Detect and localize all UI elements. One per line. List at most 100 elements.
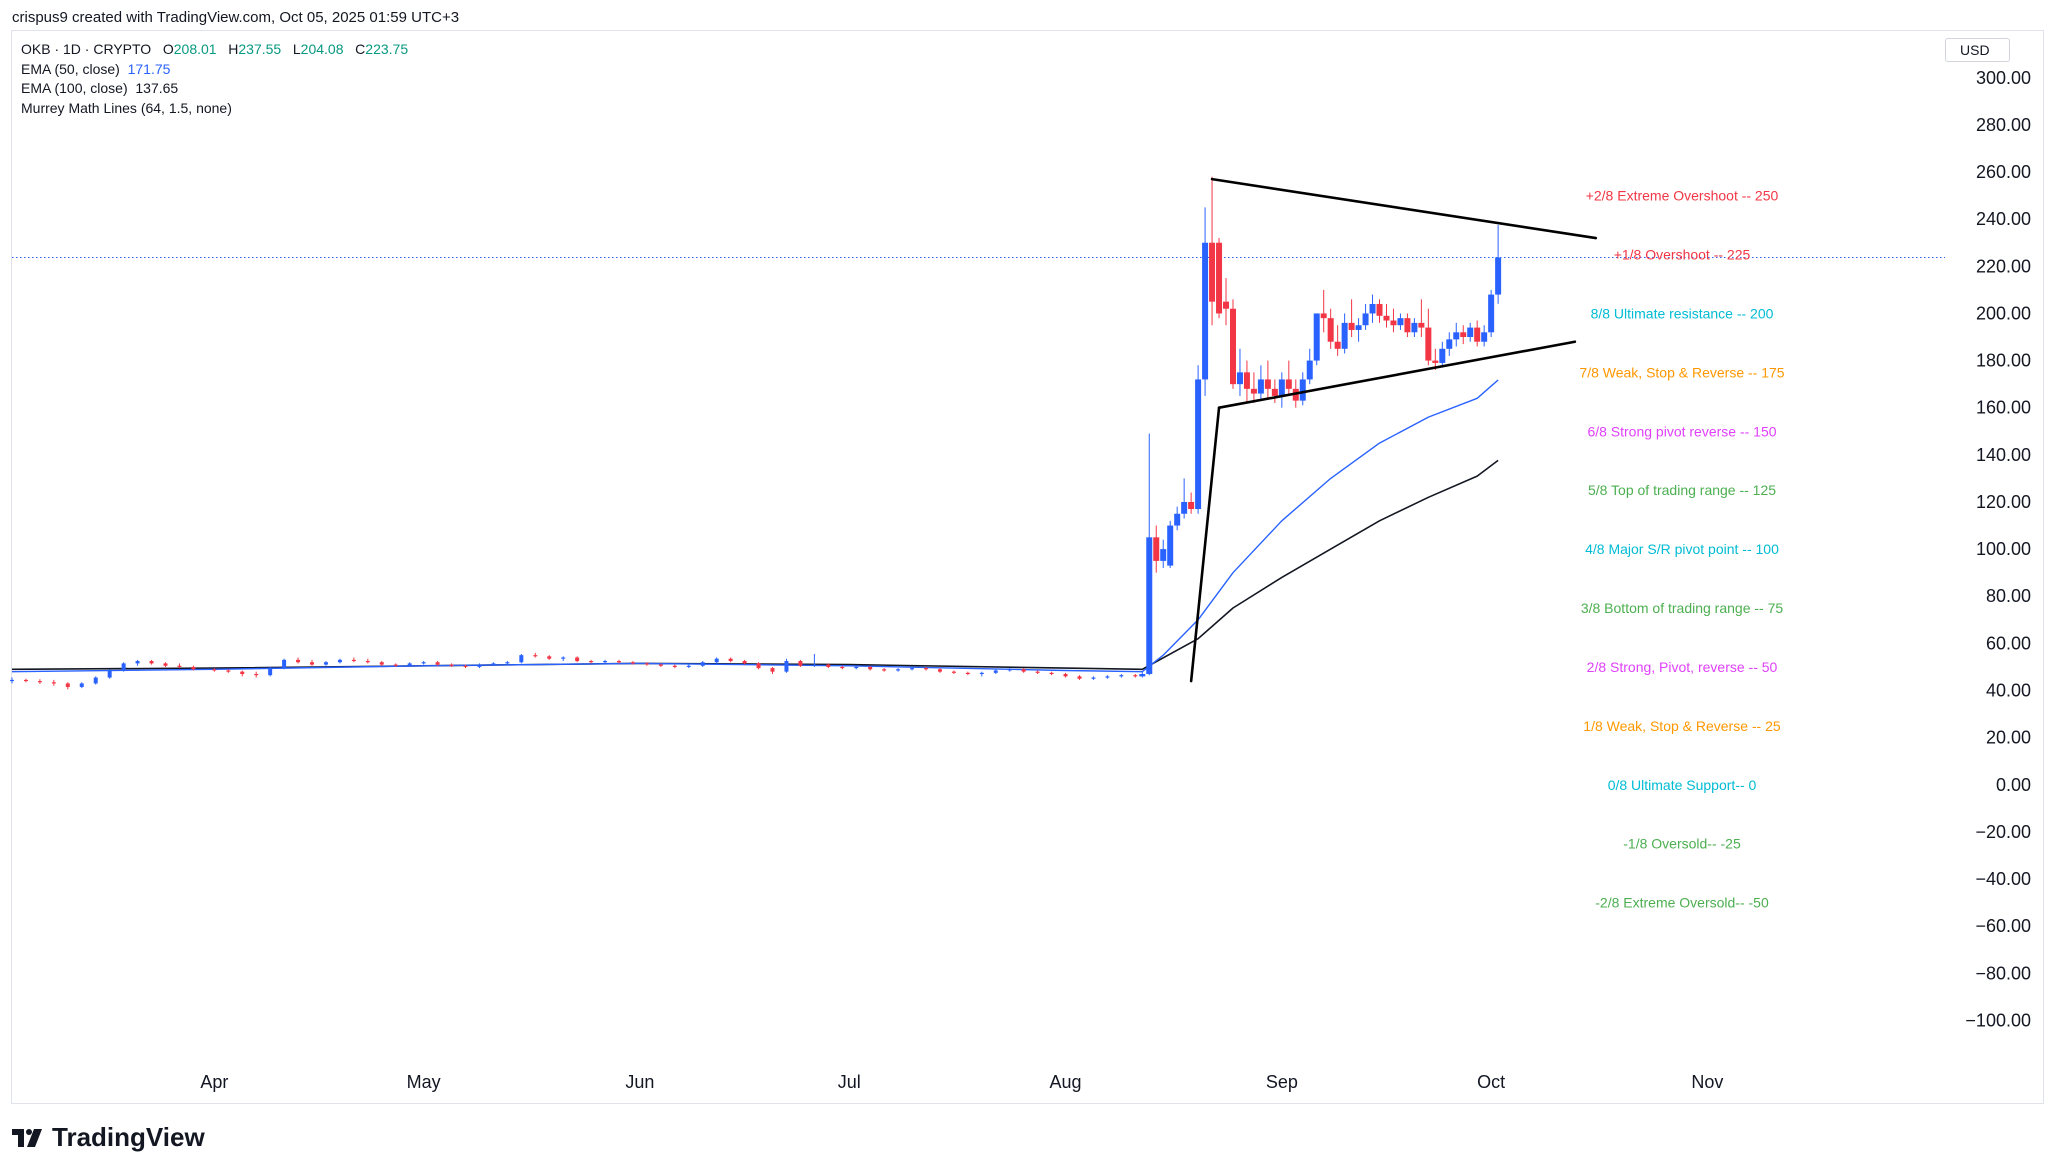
candle — [1320, 289, 1327, 333]
symbol-row: OKB · 1D · CRYPTO O208.01 H237.55 L204.0… — [21, 40, 408, 60]
candle — [505, 661, 510, 665]
candle — [1418, 299, 1425, 338]
candle — [1474, 320, 1481, 347]
candle — [1216, 238, 1223, 319]
candle — [1425, 308, 1432, 366]
y-tick-label: −100.00 — [1965, 1010, 2031, 1030]
candle — [868, 665, 873, 671]
candle-body — [351, 659, 356, 662]
candle — [1362, 304, 1369, 330]
y-tick-label: 0.00 — [1996, 775, 2031, 795]
candle — [1243, 360, 1250, 403]
candle-body — [1174, 513, 1181, 526]
candle — [310, 659, 315, 666]
candle — [1467, 322, 1474, 342]
candle-body — [365, 661, 370, 663]
candle-body — [1327, 318, 1334, 342]
candle — [672, 664, 677, 669]
candle — [714, 657, 719, 664]
candle-body — [812, 664, 817, 666]
candle-body — [10, 679, 14, 682]
x-tick-label: Nov — [1691, 1072, 1723, 1092]
candle-body — [603, 661, 608, 663]
murrey-label: 5/8 Top of trading range -- 125 — [1588, 482, 1776, 498]
indicator-murrey-label: Murrey Math Lines (64, 1.5, none) — [21, 99, 232, 116]
candle — [240, 670, 245, 677]
candle — [533, 652, 538, 658]
candle-body — [435, 662, 440, 665]
candle — [477, 663, 482, 669]
candle — [51, 679, 56, 686]
murrey-label: 0/8 Ultimate Support-- 0 — [1608, 777, 1757, 793]
candle-body — [1425, 327, 1432, 361]
candle — [407, 662, 412, 667]
candle — [603, 659, 608, 665]
candle — [896, 668, 901, 672]
chart-frame[interactable] — [11, 30, 2044, 1104]
ema50-line — [11, 379, 1499, 673]
candle — [924, 666, 928, 671]
candle — [365, 658, 370, 664]
candle-body — [1467, 327, 1474, 338]
candle — [1278, 372, 1285, 408]
candle — [589, 659, 594, 664]
candle-body — [1181, 501, 1188, 514]
y-tick-label: −80.00 — [1975, 963, 2031, 983]
candle-body — [1334, 341, 1341, 349]
candle — [37, 679, 42, 684]
candle-body — [1160, 549, 1167, 561]
candle-body — [107, 670, 112, 678]
candle-body — [589, 661, 594, 663]
y-tick-label: 20.00 — [1986, 728, 2031, 748]
candle-body — [1320, 313, 1327, 319]
candle — [700, 661, 705, 667]
candle-body — [407, 663, 412, 666]
murrey-label: 8/8 Ultimate resistance -- 200 — [1591, 305, 1774, 321]
candle — [1439, 341, 1446, 368]
murrey-label: +2/8 Extreme Overshoot -- 250 — [1586, 188, 1779, 204]
candle — [1063, 672, 1068, 678]
candle-body — [1376, 304, 1383, 316]
murrey-label: 4/8 Major S/R pivot point -- 100 — [1585, 541, 1779, 557]
ohlc-high-label: H — [228, 41, 239, 57]
ohlc-close-value: 223.75 — [365, 41, 409, 57]
candle — [268, 666, 273, 677]
x-tick-label: Jul — [838, 1072, 861, 1092]
indicator-ema50[interactable]: EMA (50, close) 171.75 — [21, 60, 408, 80]
candle-body — [1146, 537, 1153, 675]
candle-body — [191, 666, 196, 670]
candle — [993, 669, 998, 675]
candle — [1404, 313, 1411, 338]
candle-body — [1418, 322, 1425, 328]
candle-body — [1133, 675, 1138, 677]
candle-body — [658, 664, 663, 666]
candle — [1195, 365, 1202, 514]
murrey-label: +1/8 Overshoot -- 225 — [1614, 247, 1751, 263]
candle — [1153, 525, 1160, 573]
candle-body — [310, 662, 315, 665]
indicator-ema100-value: 137.65 — [135, 80, 179, 96]
trendline-3 — [1189, 406, 1221, 683]
candle-body — [1341, 322, 1348, 349]
candle-body — [1209, 242, 1216, 302]
candle — [163, 662, 168, 667]
candle — [1341, 313, 1348, 354]
currency-selector[interactable]: USD — [1945, 38, 2010, 62]
candle — [561, 656, 566, 662]
candle-body — [519, 655, 524, 663]
candle-body — [1355, 325, 1362, 330]
candle-body — [854, 666, 859, 669]
symbol-label[interactable]: OKB · 1D · CRYPTO — [21, 41, 152, 57]
trendline-2 — [1217, 340, 1577, 410]
murrey-label: 1/8 Weak, Stop & Reverse -- 25 — [1583, 718, 1781, 734]
indicator-murrey[interactable]: Murrey Math Lines (64, 1.5, none) — [21, 99, 408, 119]
candle-body — [1153, 537, 1160, 561]
tradingview-logo[interactable]: TradingView — [12, 1122, 205, 1153]
indicator-ema100[interactable]: EMA (100, close) 137.65 — [21, 79, 408, 99]
ohlc-high-value: 237.55 — [238, 41, 282, 57]
candle-body — [23, 679, 28, 682]
candle — [323, 661, 328, 666]
ema100-path — [11, 459, 1499, 671]
candle-body — [1216, 242, 1223, 314]
